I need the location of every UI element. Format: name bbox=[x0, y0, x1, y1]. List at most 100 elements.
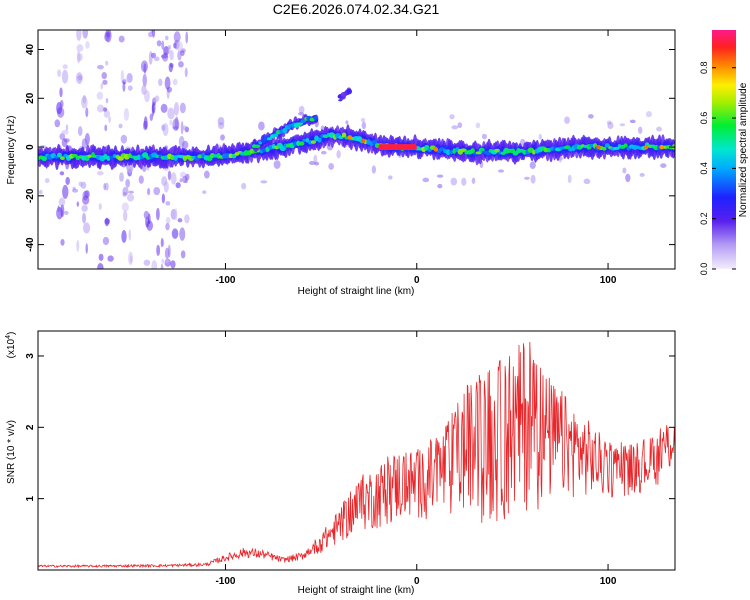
heatmap-speck bbox=[156, 244, 161, 256]
heatmap-speck bbox=[148, 31, 153, 38]
spectrogram-y-tick-label: 20 bbox=[25, 92, 36, 104]
heatmap-speck bbox=[203, 170, 210, 179]
heatmap-speck bbox=[167, 45, 172, 50]
heatmap-streak bbox=[172, 31, 190, 259]
ridge-main bbox=[38, 124, 675, 171]
heatmap-speck bbox=[258, 121, 265, 131]
heatmap-hotspot bbox=[378, 144, 417, 150]
spectrogram-heatmap bbox=[38, 30, 675, 269]
snr-x-tick-label: -100 bbox=[215, 576, 235, 587]
heatmap-speck bbox=[151, 101, 156, 114]
snr-y-tick-label: 3 bbox=[25, 353, 36, 359]
heatmap-speck bbox=[176, 41, 183, 52]
ridge-core bbox=[460, 148, 467, 152]
snr-multiplier-exp: 4 bbox=[5, 335, 12, 339]
heatmap-speck bbox=[202, 190, 207, 194]
heatmap-speck bbox=[54, 119, 61, 128]
heatmap-speck bbox=[102, 236, 110, 246]
spectrogram-frame bbox=[37, 29, 676, 270]
snr-y-tick-label: 2 bbox=[25, 424, 36, 430]
ridge-core bbox=[297, 122, 304, 126]
heatmap-speck bbox=[104, 218, 111, 225]
heatmap-speck bbox=[175, 182, 181, 189]
heatmap-speck bbox=[298, 112, 304, 116]
heatmap-speck bbox=[165, 217, 171, 225]
heatmap-speck bbox=[165, 258, 170, 264]
heatmap-speck bbox=[160, 263, 164, 269]
snr-series-line bbox=[38, 341, 675, 569]
heatmap-speck bbox=[149, 113, 154, 121]
heatmap-speck bbox=[127, 85, 133, 91]
heatmap-speck bbox=[622, 167, 627, 174]
heatmap-speck bbox=[180, 250, 186, 259]
heatmap-speck bbox=[165, 201, 171, 206]
heatmap-speck bbox=[422, 177, 430, 183]
heatmap-speck bbox=[82, 212, 87, 224]
spectrogram-y-tick-label: 40 bbox=[25, 44, 36, 56]
heatmap-speck bbox=[471, 177, 476, 184]
heatmap-peak bbox=[360, 138, 366, 143]
ridge-core bbox=[292, 141, 298, 147]
heatmap-speck bbox=[58, 197, 66, 207]
heatmap-speck bbox=[167, 107, 175, 120]
heatmap-speck bbox=[437, 183, 443, 189]
spectrogram-y-label: Frequency (Hz) bbox=[6, 116, 17, 185]
heatmap-speck bbox=[142, 73, 147, 87]
heatmap-speck bbox=[122, 186, 129, 196]
ridge-core bbox=[356, 136, 363, 142]
figure-title: C2E6.2026.074.02.34.G21 bbox=[273, 1, 440, 17]
heatmap-speck bbox=[85, 41, 90, 49]
heatmap-speck bbox=[57, 69, 62, 77]
heatmap-speck bbox=[241, 182, 247, 190]
heatmap-speck bbox=[105, 60, 109, 66]
heatmap-speck bbox=[121, 230, 127, 243]
heatmap-speck bbox=[147, 213, 151, 225]
heatmap-speck bbox=[108, 116, 111, 123]
ridge-core bbox=[302, 138, 307, 142]
heatmap-speck bbox=[72, 188, 79, 193]
heatmap-speck bbox=[151, 260, 158, 269]
ridge-core bbox=[109, 155, 114, 160]
heatmap-speck bbox=[260, 180, 268, 184]
heatmap-speck bbox=[185, 173, 190, 181]
heatmap-speck bbox=[185, 31, 189, 44]
heatmap-speck bbox=[107, 255, 114, 262]
heatmap-speck bbox=[180, 50, 185, 56]
heatmap-speck bbox=[629, 119, 636, 124]
ridge-core bbox=[106, 155, 111, 161]
heatmap-speck bbox=[639, 172, 645, 177]
ridge-core bbox=[254, 144, 261, 149]
heatmap-speck bbox=[171, 228, 179, 239]
heatmap-speck bbox=[273, 160, 281, 169]
spectrogram-x-tick-label: 100 bbox=[600, 275, 617, 286]
ridge-core bbox=[297, 141, 305, 146]
spectrogram-x-tick-label: 0 bbox=[414, 275, 420, 286]
heatmap-speck bbox=[336, 150, 341, 159]
heatmap-speck bbox=[64, 210, 69, 215]
snr-y-label: SNR (10 * v/v) bbox=[6, 420, 17, 484]
heatmap-speck bbox=[125, 178, 131, 188]
spectrogram-panel: -100 0 100 -40 -20 0 20 40 Height of straight l… bbox=[6, 29, 676, 297]
heatmap-speck bbox=[60, 204, 65, 218]
colorbar-tick-label: 0.0 bbox=[699, 263, 709, 276]
heatmap-speck bbox=[127, 164, 134, 174]
ridge-core bbox=[317, 137, 322, 143]
heatmap-speck bbox=[60, 238, 65, 246]
heatmap-speck bbox=[128, 190, 134, 194]
heatmap-speck bbox=[619, 123, 626, 127]
colorbar-label: Normalized spectral amplitude bbox=[738, 82, 749, 217]
heatmap-speck bbox=[172, 78, 178, 86]
heatmap-speck bbox=[97, 263, 104, 269]
heatmap-speck bbox=[481, 133, 487, 140]
heatmap-speck bbox=[151, 52, 157, 59]
heatmap-speck bbox=[59, 171, 65, 176]
heatmap-speck bbox=[106, 31, 111, 38]
heatmap-speck bbox=[361, 121, 366, 130]
heatmap-speck bbox=[81, 204, 88, 212]
heatmap-speck bbox=[182, 140, 189, 150]
heatmap-speck bbox=[76, 240, 80, 252]
heatmap-speck bbox=[158, 78, 163, 87]
ridge-core bbox=[41, 155, 48, 162]
heatmap-speck bbox=[163, 46, 170, 56]
heatmap-speck bbox=[104, 182, 109, 191]
